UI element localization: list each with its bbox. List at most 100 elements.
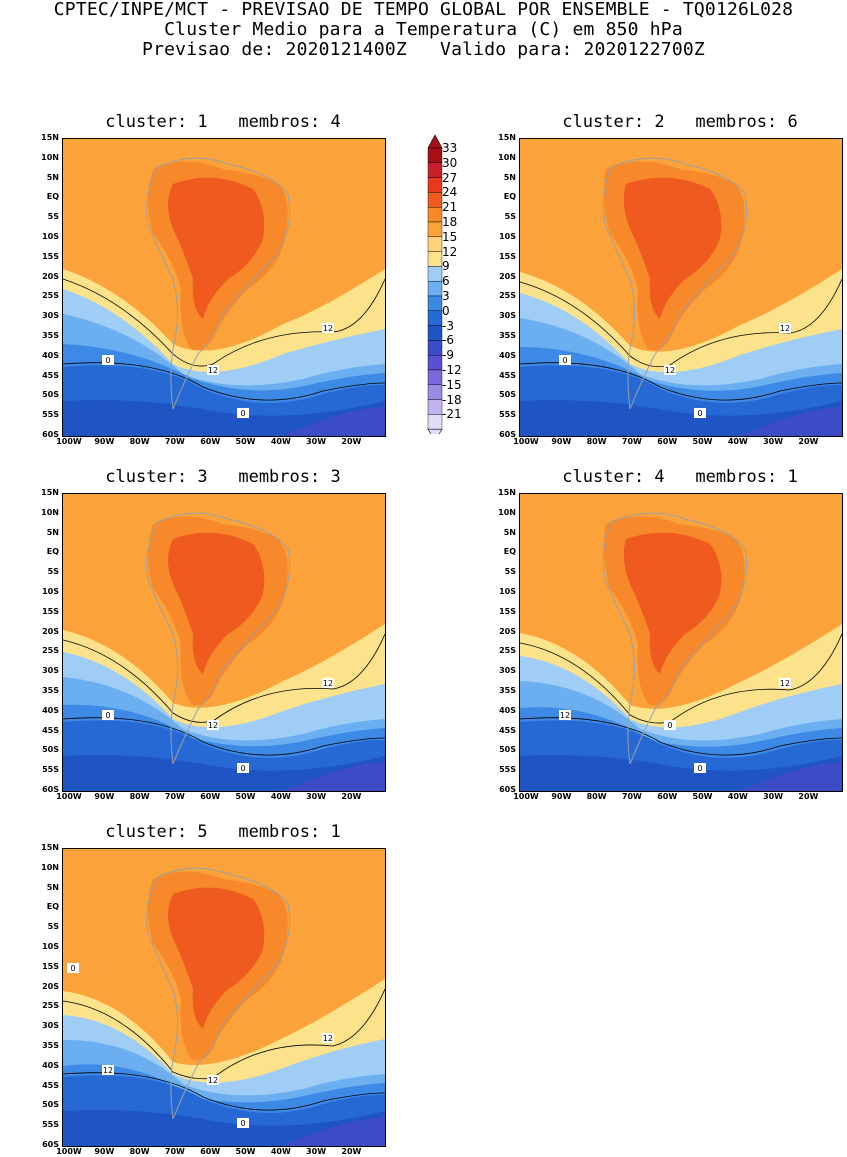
colorbar-label: 21 bbox=[442, 200, 458, 215]
contour-0 bbox=[520, 717, 842, 756]
continent-24 bbox=[623, 177, 722, 319]
contour-label: 0 bbox=[240, 1119, 245, 1128]
band-minus6 bbox=[283, 762, 385, 791]
lat-tick-label: 10N bbox=[41, 507, 59, 517]
lon-tick-label: 90W bbox=[94, 437, 115, 446]
contour-0 bbox=[63, 362, 385, 401]
contour-label: 12 bbox=[323, 324, 333, 333]
colorbar-swatch bbox=[427, 295, 443, 312]
contour-label-bg bbox=[102, 710, 114, 720]
lon-tick-label: 50W bbox=[692, 437, 713, 446]
lat-tick-label: 5S bbox=[504, 567, 516, 577]
contour-label: 0 bbox=[240, 409, 245, 418]
lat-tick-label: 55S bbox=[42, 410, 59, 420]
lon-tick-label: 100W bbox=[56, 437, 82, 446]
colorbar-swatch bbox=[427, 162, 443, 178]
lon-tick-label: 80W bbox=[129, 1147, 150, 1156]
contour-label-bg bbox=[322, 1033, 334, 1043]
contour-label-bg bbox=[322, 678, 334, 688]
lon-tick-label: 100W bbox=[513, 437, 539, 446]
coastline bbox=[146, 512, 291, 765]
contour-label-bg bbox=[559, 355, 571, 365]
lat-tick-label: 45S bbox=[499, 725, 516, 735]
lat-tick-label: 30S bbox=[42, 311, 59, 321]
colorbar-swatch bbox=[427, 310, 443, 326]
band-minus6 bbox=[283, 407, 385, 436]
coastline bbox=[603, 157, 748, 410]
contour-label: 0 bbox=[562, 356, 567, 365]
lon-tick-label: 90W bbox=[551, 792, 572, 801]
colorbar-swatch bbox=[427, 414, 443, 430]
temperature-map: 12 12 0 0 bbox=[63, 139, 385, 436]
lat-tick-label: 20S bbox=[42, 981, 59, 991]
lat-tick-label: 15S bbox=[499, 251, 516, 261]
colorbar-label: -3 bbox=[442, 318, 454, 333]
contour-label: 12 bbox=[323, 1034, 333, 1043]
lon-tick-label: 20W bbox=[341, 437, 362, 446]
lon-tick-label: 30W bbox=[763, 437, 784, 446]
colorbar-swatch bbox=[427, 325, 443, 341]
contour-label-bg bbox=[322, 323, 334, 333]
lon-tick-label: 80W bbox=[129, 792, 150, 801]
lat-tick-label: 15N bbox=[498, 133, 516, 142]
band-minus6 bbox=[740, 407, 842, 436]
lat-tick-label: 15S bbox=[42, 961, 59, 971]
lon-tick-label: 60W bbox=[657, 437, 678, 446]
colorbar-swatch bbox=[427, 236, 443, 252]
contour-0 bbox=[520, 362, 842, 401]
lon-tick-label: 30W bbox=[306, 437, 327, 446]
lat-tick-label: 30S bbox=[42, 1021, 59, 1031]
lat-tick-label: 10S bbox=[499, 587, 516, 596]
contour-label-bg bbox=[694, 408, 706, 418]
colorbar-label: 18 bbox=[442, 215, 458, 229]
lon-tick-label: 50W bbox=[692, 792, 713, 801]
lat-tick-label: 5S bbox=[504, 212, 516, 222]
colorbar-swatch bbox=[427, 369, 443, 386]
colorbar-label: 3 bbox=[442, 289, 450, 303]
continent-24 bbox=[623, 532, 722, 674]
colorbar-label: 30 bbox=[442, 155, 458, 170]
lat-tick-label: 15N bbox=[41, 133, 59, 142]
lat-tick-label: 60S bbox=[499, 785, 516, 794]
lat-tick-label: EQ bbox=[503, 547, 516, 557]
colorbar-swatch bbox=[427, 192, 443, 208]
lat-tick-label: EQ bbox=[46, 902, 59, 912]
continent-24 bbox=[168, 887, 265, 1029]
lon-tick-label: 30W bbox=[306, 1147, 327, 1156]
lon-tick-label: 70W bbox=[164, 437, 185, 446]
contour-label-bg bbox=[779, 678, 791, 688]
contour-label-bg bbox=[207, 720, 219, 730]
contour-label: 12 bbox=[103, 1066, 113, 1075]
lat-tick-label: 40S bbox=[42, 1060, 59, 1070]
contour-label: 0 bbox=[697, 764, 702, 773]
map-panel: 12 0 12 0 bbox=[519, 493, 843, 792]
lat-tick-label: 30S bbox=[499, 666, 516, 676]
colorbar-label: 33 bbox=[442, 141, 458, 155]
lon-tick-label: 90W bbox=[94, 792, 115, 801]
contour-label: 0 bbox=[240, 764, 245, 773]
panel-title: cluster: 5 membros: 1 bbox=[105, 822, 341, 842]
lon-tick-label: 20W bbox=[341, 1147, 362, 1156]
map-panel: 12 12 0 0 bbox=[62, 138, 386, 437]
lat-tick-label: 30S bbox=[42, 666, 59, 676]
colorbar-svg bbox=[427, 134, 443, 434]
lat-tick-label: 15N bbox=[498, 488, 516, 497]
lon-tick-label: 90W bbox=[94, 1147, 115, 1156]
contour-label: 12 bbox=[665, 366, 675, 375]
contour-label-bg bbox=[237, 408, 249, 418]
contour-0 bbox=[63, 1072, 385, 1111]
panel-title: cluster: 4 membros: 1 bbox=[562, 467, 798, 487]
lat-tick-label: 35S bbox=[42, 1041, 59, 1050]
lat-tick-label: 50S bbox=[42, 390, 59, 400]
lon-tick-label: 20W bbox=[341, 792, 362, 801]
lat-tick-label: 55S bbox=[42, 765, 59, 775]
lat-tick-label: 20S bbox=[499, 626, 516, 636]
lat-tick-label: 45S bbox=[42, 370, 59, 380]
lat-tick-label: 35S bbox=[42, 686, 59, 695]
lon-tick-label: 70W bbox=[621, 437, 642, 446]
lat-tick-label: 5N bbox=[46, 172, 59, 182]
contour-label-bg bbox=[207, 365, 219, 375]
lon-tick-label: 50W bbox=[235, 437, 256, 446]
lat-tick-label: 10S bbox=[42, 942, 59, 951]
lon-tick-label: 90W bbox=[551, 437, 572, 446]
